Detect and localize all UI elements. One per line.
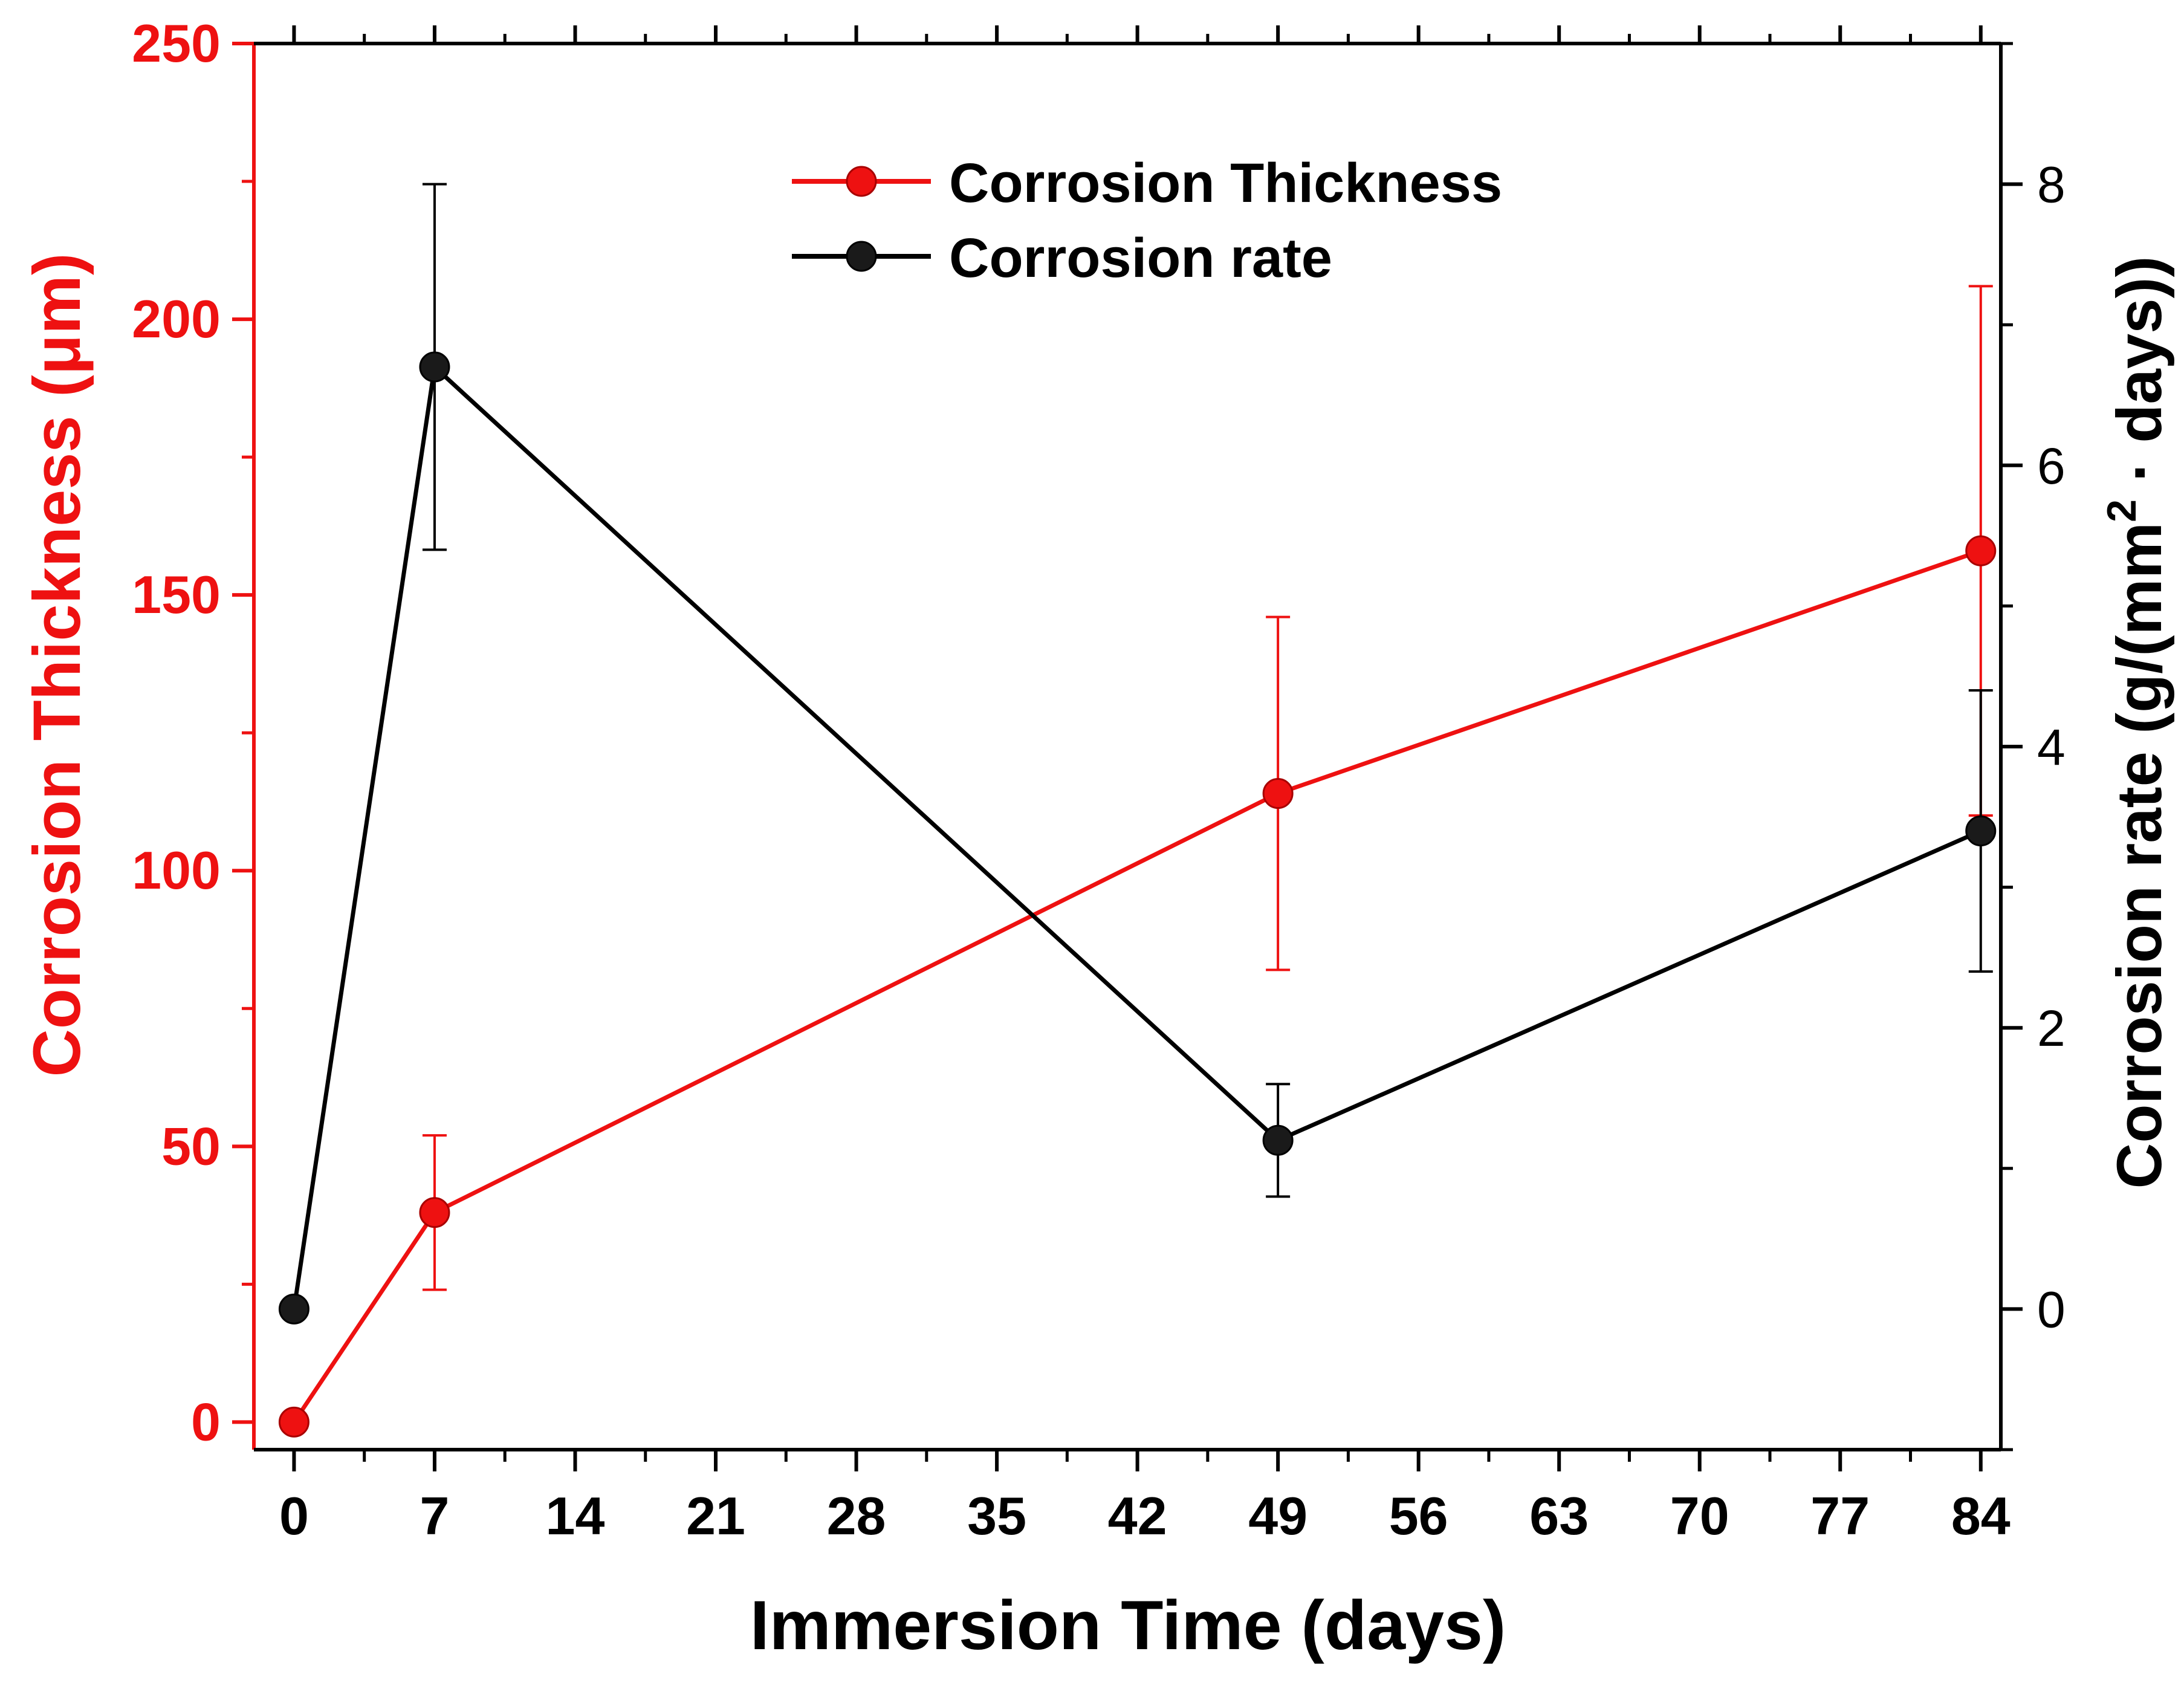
x-tick-label: 0 [279,1486,309,1546]
y-right-tick-label: 4 [2037,719,2066,776]
rate-point [278,1293,309,1325]
x-tick-label: 84 [1951,1486,2011,1546]
x-tick-label: 21 [686,1486,745,1546]
y-right-tick-label: 8 [2037,157,2066,213]
thickness-point [419,1197,450,1228]
thickness-point [278,1406,309,1438]
legend-marker-thickness [846,166,877,197]
y-left-tick-label: 250 [132,13,221,73]
rate-series-line [291,365,1982,1309]
legend: Corrosion Thickness Corrosion rate [792,152,1502,289]
x-axis-title: Immersion Time (days) [750,1587,1506,1664]
rate-point [419,351,450,383]
x-tick-label: 70 [1670,1486,1729,1546]
y-right-tick-label: 2 [2037,1000,2066,1057]
x-tick-label: 49 [1248,1486,1307,1546]
x-tick-label: 56 [1389,1486,1448,1546]
x-tick-label: 14 [546,1486,605,1546]
x-tick-label: 28 [827,1486,886,1546]
thickness-point [1262,778,1294,809]
legend-label-thickness: Corrosion Thickness [949,152,1502,214]
y-left-tick-label: 100 [132,840,221,900]
y-axis-right-title: Corrosion rate (g/(mm2 · days)) [2099,256,2175,1188]
thickness-series-line [292,548,1981,1424]
x-tick-label: 77 [1810,1486,1870,1546]
legend-marker-rate [846,241,877,272]
y-right-tick-label: 6 [2037,438,2066,495]
rate-point [1965,816,1997,847]
axes: 0 7 14 21 28 35 42 49 56 63 70 77 840501001502002500… [132,13,2066,1546]
series-layer [278,183,1997,1438]
x-tick-label: 35 [967,1486,1026,1546]
y-left-tick-label: 200 [132,289,221,349]
x-tick-label: 63 [1529,1486,1589,1546]
y-axis-left-title: Corrosion Thickness (μm) [20,253,94,1077]
x-tick-label: 7 [420,1486,449,1546]
y-left-tick-label: 150 [132,565,221,624]
y-left-tick-label: 50 [161,1116,221,1176]
y-left-tick-label: 0 [191,1392,221,1451]
legend-label-rate: Corrosion rate [949,227,1332,289]
y-axis-right-title-prefix: Corrosion rate (g/(mm [2104,522,2175,1189]
thickness-point [1965,535,1997,566]
x-tick-label: 42 [1108,1486,1167,1546]
y-axis-right-title-superscript: 2 [2099,499,2145,522]
rate-point [1262,1124,1294,1156]
y-axis-right-title-suffix: · days)) [2104,256,2175,499]
y-right-tick-label: 0 [2037,1281,2066,1338]
